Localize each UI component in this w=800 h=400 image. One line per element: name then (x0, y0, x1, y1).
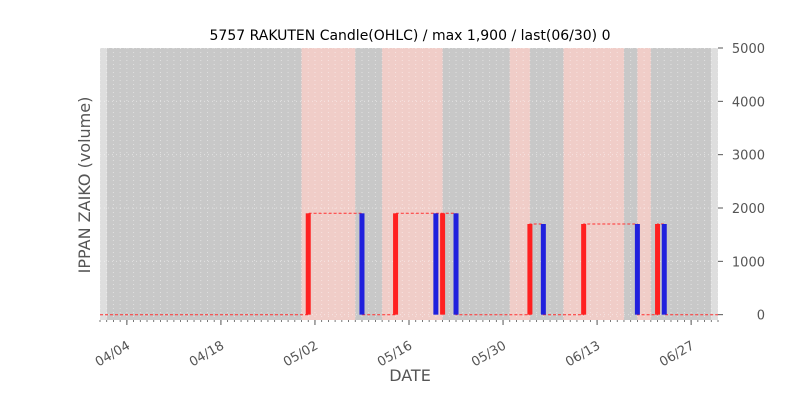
candle-up (393, 213, 399, 315)
chart-title: 5757 RAKUTEN Candle(OHLC) / max 1,900 / … (210, 28, 611, 44)
y-tick-label: 5000 (732, 42, 765, 57)
plot-edge-band (711, 48, 718, 320)
candle-up (655, 224, 661, 315)
x-tick-label: 06/13 (563, 338, 603, 370)
highlight-range (509, 48, 530, 320)
y-tick-label: 2000 (732, 202, 765, 217)
plot-edge-band (100, 48, 107, 320)
candle-down (540, 224, 546, 315)
candle-up (440, 213, 446, 315)
y-tick-label: 3000 (732, 149, 765, 164)
y-axis-label: IPPAN ZAIKO (volume) (75, 97, 94, 274)
y-tick-label: 4000 (732, 95, 765, 110)
candle-up (305, 213, 311, 315)
candle-up (527, 224, 533, 315)
candle-down (661, 224, 667, 315)
grid (99, 47, 719, 320)
x-axis-label: DATE (389, 366, 431, 385)
candle-down (433, 213, 439, 315)
x-tick-label: 06/27 (657, 338, 697, 370)
x-tick-label: 04/04 (93, 338, 133, 370)
candle-down (453, 213, 459, 315)
highlight-range (563, 48, 624, 320)
x-tick-label: 04/18 (187, 338, 227, 370)
y-tick-label: 0 (757, 309, 765, 324)
highlight-range (382, 48, 443, 320)
candle-up (581, 224, 587, 315)
x-tick-label: 05/02 (281, 338, 321, 370)
plot-area: 04/04 04/18 05/02 05/16 05/30 06/13 06/2701000… (93, 42, 765, 370)
x-tick-label: 05/30 (469, 338, 509, 370)
candle-down (359, 213, 365, 315)
candle-down (634, 224, 640, 315)
highlight-range (637, 48, 651, 320)
y-tick-label: 1000 (732, 255, 765, 270)
